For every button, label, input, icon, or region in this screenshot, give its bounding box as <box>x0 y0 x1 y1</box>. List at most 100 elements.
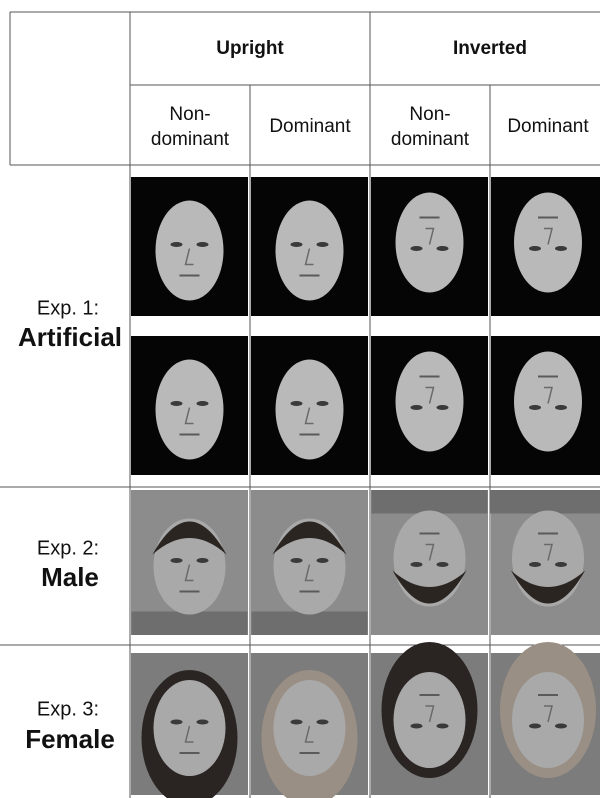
face-image <box>131 653 248 798</box>
face <box>500 642 596 778</box>
face-image <box>491 177 600 316</box>
eye <box>290 719 303 725</box>
nose <box>544 386 553 404</box>
eye <box>316 401 329 406</box>
face <box>141 670 238 798</box>
nose <box>544 543 553 561</box>
eye <box>555 562 567 567</box>
face-image <box>491 642 600 795</box>
eye <box>436 723 449 729</box>
face <box>155 359 224 460</box>
nose <box>425 386 435 404</box>
face <box>251 518 368 635</box>
nose <box>425 543 435 561</box>
shirt <box>251 611 368 635</box>
nose <box>304 407 314 425</box>
nose <box>184 725 194 743</box>
eye <box>436 405 449 410</box>
nose <box>184 407 194 425</box>
stimulus-images <box>131 177 600 798</box>
nose <box>304 564 314 582</box>
hair <box>392 570 467 604</box>
shirt <box>490 490 600 514</box>
subheader: dominant <box>391 129 470 150</box>
eye <box>316 242 329 247</box>
eye <box>170 242 183 247</box>
shirt <box>131 611 248 635</box>
eye <box>290 558 303 563</box>
face-image <box>251 490 368 635</box>
face <box>395 192 464 293</box>
hair <box>511 570 585 604</box>
row-name: Male <box>41 562 99 592</box>
eye <box>436 562 449 567</box>
shirt <box>371 490 488 514</box>
eye <box>529 405 541 410</box>
face <box>514 192 582 293</box>
nose <box>544 705 553 723</box>
subheader: Dominant <box>269 116 351 137</box>
nose <box>184 564 194 582</box>
table-grid <box>0 11 600 798</box>
face-image <box>131 490 248 635</box>
nose <box>544 227 553 245</box>
eye <box>196 401 209 406</box>
eye <box>555 246 567 251</box>
eye <box>316 719 329 725</box>
face <box>490 490 600 607</box>
eye <box>196 242 209 247</box>
hair <box>152 521 227 555</box>
subheader: dominant <box>151 129 230 150</box>
face-image <box>371 177 488 316</box>
eye <box>529 246 541 251</box>
eye <box>170 401 183 406</box>
condition-header: Upright <box>216 38 284 59</box>
eye <box>196 719 209 725</box>
eye <box>529 562 541 567</box>
nose <box>304 248 314 266</box>
hair <box>272 521 347 555</box>
face-image <box>251 653 368 798</box>
row-label: Exp. 2: <box>37 537 99 559</box>
subheader: Non- <box>409 104 450 125</box>
row-name: Female <box>25 724 115 754</box>
row-label: Exp. 1: <box>37 297 99 319</box>
face <box>275 359 344 460</box>
eye <box>290 401 303 406</box>
eye <box>555 723 567 729</box>
face-image <box>371 490 488 635</box>
eye <box>170 558 183 563</box>
face <box>261 670 358 798</box>
eye <box>410 562 423 567</box>
face-image <box>371 336 488 475</box>
row-label: Exp. 3: <box>37 698 99 720</box>
eye <box>290 242 303 247</box>
row-name: Artificial <box>18 322 122 352</box>
nose <box>425 227 435 245</box>
eye <box>436 246 449 251</box>
face <box>131 518 248 635</box>
face <box>155 200 224 301</box>
eye <box>170 719 183 725</box>
face <box>275 200 344 301</box>
eye <box>410 405 423 410</box>
eye <box>410 246 423 251</box>
face-image <box>491 336 600 475</box>
face <box>514 351 582 452</box>
condition-header: Inverted <box>453 38 527 59</box>
eye <box>529 723 541 729</box>
eye <box>196 558 209 563</box>
nose <box>304 725 314 743</box>
face-image <box>490 490 600 635</box>
face-image <box>371 642 488 795</box>
eye <box>410 723 423 729</box>
face <box>381 642 478 778</box>
eye <box>555 405 567 410</box>
subheader: Non- <box>169 104 210 125</box>
face <box>395 351 464 452</box>
subheader: Dominant <box>507 116 589 137</box>
nose <box>184 248 194 266</box>
face-image <box>251 336 368 475</box>
face-image <box>131 336 248 475</box>
